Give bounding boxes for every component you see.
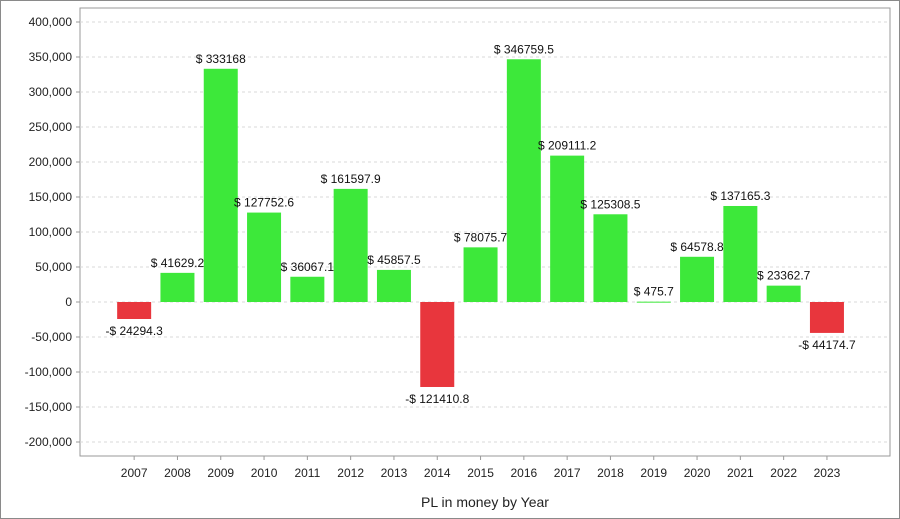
- x-axis-title: PL in money by Year: [421, 494, 549, 510]
- x-tick-label: 2010: [251, 466, 278, 480]
- data-label: $ 346759.5: [494, 42, 554, 56]
- bar-2023: [809, 302, 844, 333]
- x-tick-label: 2015: [467, 466, 494, 480]
- bar-2022: [766, 285, 801, 302]
- x-tick-label: 2023: [814, 466, 841, 480]
- x-tick-label: 2021: [727, 466, 754, 480]
- data-label: $ 127752.6: [234, 196, 294, 210]
- y-tick-label: 50,000: [35, 260, 72, 274]
- y-tick-label: 350,000: [29, 50, 73, 64]
- data-label: -$ 24294.3: [105, 324, 163, 338]
- data-label: -$ 121410.8: [405, 392, 469, 406]
- data-label: $ 125308.5: [580, 197, 640, 211]
- bar-2011: [290, 276, 325, 302]
- data-labels: -$ 24294.3 $ 41629.2 $ 333168 $ 127752.6 $ 3…: [105, 42, 856, 406]
- x-tick-label: 2007: [121, 466, 148, 480]
- x-tick-label: 2011: [294, 466, 320, 480]
- y-tick-label: 150,000: [29, 190, 73, 204]
- bar-2018: [593, 214, 628, 302]
- x-tick-label: 2013: [381, 466, 408, 480]
- bar-2015: [463, 247, 498, 302]
- bar-2012: [333, 188, 368, 302]
- bar-2008: [160, 272, 195, 302]
- y-tick-label: 300,000: [29, 85, 73, 99]
- data-label: -$ 44174.7: [798, 338, 856, 352]
- bar-2007: [117, 302, 152, 320]
- x-tick-label: 2017: [554, 466, 581, 480]
- y-tick-label: -100,000: [25, 365, 73, 379]
- data-label: $ 41629.2: [151, 256, 205, 270]
- y-axis: 400,000 350,000 300,000 250,000 200,000 150,0…: [25, 15, 80, 449]
- bar-2021: [723, 205, 758, 302]
- y-tick-label: -150,000: [25, 400, 73, 414]
- data-label: $ 78075.7: [454, 230, 508, 244]
- x-axis: 2007 2008 2009 2010 2011 2012 2013 2014 2015 2016…: [121, 456, 841, 480]
- bar-2020: [680, 256, 715, 302]
- x-tick-label: 2020: [684, 466, 711, 480]
- data-label: $ 209111.2: [538, 139, 597, 153]
- data-label: $ 161597.9: [321, 172, 381, 186]
- bar-2019: [636, 301, 671, 303]
- x-tick-label: 2018: [597, 466, 624, 480]
- y-tick-label: 400,000: [29, 15, 73, 29]
- x-tick-label: 2016: [510, 466, 537, 480]
- x-tick-label: 2019: [640, 466, 667, 480]
- y-tick-label: -200,000: [25, 435, 73, 449]
- data-label: $ 23362.7: [757, 269, 811, 283]
- data-label: $ 45857.5: [367, 253, 421, 267]
- bar-2013: [376, 269, 411, 302]
- y-tick-label: 250,000: [29, 120, 73, 134]
- data-label: $ 475.7: [634, 285, 674, 299]
- bar-2009: [203, 68, 238, 302]
- bars: [117, 59, 844, 387]
- y-tick-label: 0: [65, 295, 72, 309]
- data-label: $ 333168: [196, 52, 246, 66]
- x-tick-label: 2022: [770, 466, 797, 480]
- y-tick-label: 200,000: [29, 155, 73, 169]
- data-label: $ 137165.3: [710, 189, 770, 203]
- y-tick-label: -50,000: [31, 330, 72, 344]
- data-label: $ 36067.1: [281, 260, 335, 274]
- bar-2016: [506, 59, 541, 303]
- x-tick-label: 2014: [424, 466, 451, 480]
- x-tick-label: 2012: [337, 466, 364, 480]
- x-tick-label: 2008: [164, 466, 191, 480]
- data-label: $ 64578.8: [670, 240, 724, 254]
- bar-2010: [247, 212, 282, 302]
- x-tick-label: 2009: [207, 466, 234, 480]
- y-tick-label: 100,000: [29, 225, 73, 239]
- bar-2017: [550, 155, 585, 302]
- bar-2014: [420, 302, 455, 387]
